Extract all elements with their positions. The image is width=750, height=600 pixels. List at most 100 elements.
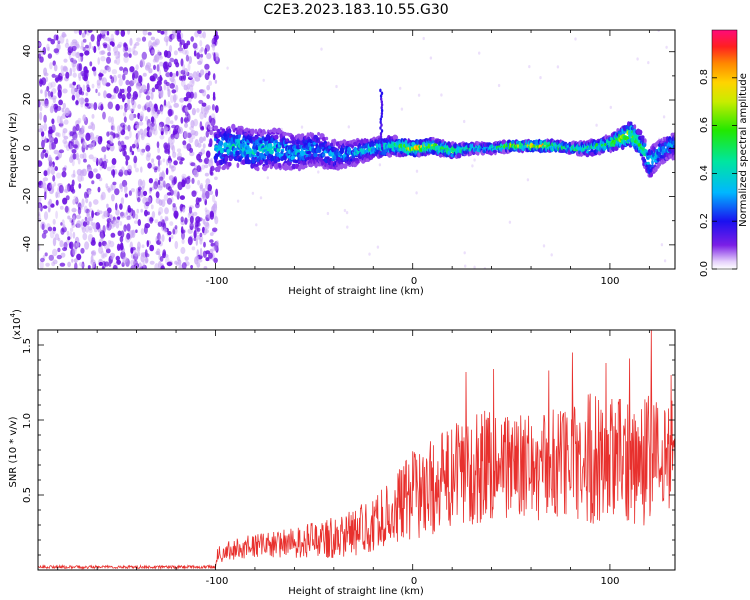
spectrogram-noise-cell [129, 108, 135, 112]
spectrogram-noise-cell [157, 159, 161, 167]
spectrogram-noise-cell [78, 76, 82, 81]
spectrogram-noise-cell [74, 262, 78, 269]
spectrogram-noise-cell [88, 102, 94, 108]
spectrogram-noise-cell [158, 206, 164, 215]
spectrogram-noise-cell [138, 75, 143, 84]
snr-ytick-label: 0.5 [22, 487, 33, 503]
spectrogram-ridge-cell [411, 141, 416, 147]
spectrogram-noise-cell [473, 265, 476, 269]
spectrogram-noise-cell [204, 157, 210, 165]
spectrogram-ridge-cell [351, 144, 354, 149]
spectrogram-noise-cell [542, 244, 546, 248]
spectrogram-noise-cell [201, 164, 206, 170]
spectrogram-noise-cell [135, 167, 139, 173]
spectrogram-noise-cell [55, 132, 60, 137]
spectrogram-noise-cell [215, 188, 219, 197]
spectrogram-noise-cell [151, 49, 155, 55]
spectrogram-noise-cell [79, 153, 85, 159]
spectrogram-noise-cell [112, 132, 116, 139]
spectrogram-noise-cell [73, 258, 78, 263]
spectrogram-noise-cell [178, 48, 184, 54]
spectrogram-noise-cell [91, 83, 95, 89]
spectrogram-noise-cell [65, 38, 69, 45]
spectrogram-ytick-label: 0 [22, 145, 33, 151]
spectrogram-noise-cell [65, 71, 70, 79]
spectrogram-noise-cell [376, 245, 380, 249]
spectrogram-noise-cell [93, 45, 97, 54]
spectrogram-noise-cell [39, 260, 44, 269]
spectrogram-noise-cell [137, 178, 143, 188]
spectrogram-noise-cell [123, 52, 129, 58]
spectrogram-ridge-cell [370, 142, 375, 147]
spectrogram-noise-cell [52, 218, 56, 225]
spectrogram-ridge-cell [644, 138, 647, 144]
spectrogram-noise-cell [118, 77, 123, 87]
spectrogram-noise-cell [422, 36, 425, 41]
spectrogram-noise-cell [110, 131, 114, 136]
spectrogram-noise-cell [158, 121, 165, 128]
spectrogram-noise-cell [463, 119, 466, 124]
colorbar-tick-label: 0.4 [699, 165, 710, 181]
spectrogram-noise-cell [184, 122, 188, 128]
spectrogram-ridge-cell [613, 146, 619, 152]
spectrogram-spike-cell [380, 91, 384, 96]
spectrogram-noise-cell [140, 228, 145, 235]
spectrogram-noise-cell [169, 71, 173, 77]
spectrogram-noise-cell [58, 149, 65, 154]
spectrogram-noise-cell [155, 191, 160, 199]
snr-ylabel: SNR (10 * v/v) [8, 416, 19, 487]
spectrogram-noise-cell [98, 261, 104, 266]
spectrogram-noise-cell [176, 32, 181, 40]
spectrogram-spike-cell [380, 103, 384, 107]
spectrogram-noise-cell [662, 115, 666, 119]
spectrogram-noise-cell [119, 203, 123, 210]
spectrogram-noise-cell [43, 99, 50, 109]
spectrogram-noise-cell [135, 229, 138, 233]
spectrogram-noise-cell [98, 246, 104, 254]
spectrogram-noise-cell [122, 112, 127, 117]
spectrogram-noise-cell [209, 190, 214, 195]
spectrogram-noise-cell [210, 117, 216, 127]
spectrogram-noise-cell [193, 91, 198, 99]
spectrogram-noise-cell [199, 53, 204, 58]
spectrogram-noise-cell [117, 216, 121, 220]
spectrogram-noise-cell [191, 78, 195, 84]
spectrogram-noise-cell [84, 97, 89, 103]
snr-ticks [38, 330, 675, 570]
spectrogram-noise-cell [96, 79, 101, 86]
spectrogram-noise-cell [137, 130, 140, 138]
spectrogram-noise-cell [44, 98, 49, 107]
spectrogram-noise-cell [50, 203, 55, 208]
spectrogram-noise-cell [69, 227, 74, 232]
spectrogram-noise-cell [71, 188, 76, 194]
spectrogram-ridge-cell [629, 121, 633, 125]
spectrogram-noise-cell [198, 32, 204, 38]
spectrogram-noise-cell [84, 103, 89, 107]
spectrogram-noise-cell [135, 188, 139, 197]
spectrogram-noise-cell [195, 255, 200, 261]
spectrogram-noise-cell [154, 104, 158, 113]
spectrogram-noise-cell [64, 205, 69, 213]
spectrogram-ridge-cell [248, 135, 252, 139]
spectrogram-noise-cell [38, 211, 41, 217]
spectrogram-noise-cell [196, 108, 200, 113]
spectrogram-noise-cell [171, 137, 175, 144]
spectrogram-noise-cell [38, 244, 41, 252]
spectrogram-noise-cell [102, 111, 106, 120]
spectrogram-noise-cell [177, 152, 182, 161]
spectrogram-ridge-cell [657, 162, 662, 167]
spectrogram-ridge-cell [228, 162, 232, 167]
spectrogram-noise-cell [41, 223, 45, 231]
spectrogram-noise-cell [119, 221, 123, 226]
spectrogram-noise-cell [136, 208, 139, 214]
spectrogram-ridge-cell [403, 153, 408, 157]
spectrogram-noise-cell [124, 212, 128, 219]
spectrogram-noise-cell [52, 248, 58, 257]
spectrogram-noise-cell [99, 50, 105, 55]
spectrogram-noise-cell [183, 131, 189, 139]
spectrogram-noise-cell [43, 211, 49, 221]
spectrogram-noise-cell [251, 191, 255, 195]
spectrogram-noise-cell [52, 226, 57, 232]
spectrogram-noise-cell [189, 84, 194, 93]
